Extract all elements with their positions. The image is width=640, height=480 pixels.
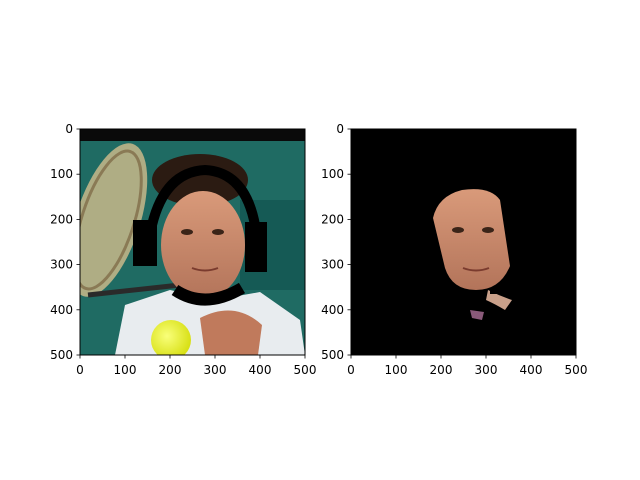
ytick-label-left-4: 400 — [50, 303, 73, 317]
xtick-label-right-4: 400 — [520, 363, 543, 377]
xtick-label-left-0: 0 — [76, 363, 84, 377]
ytick-label-left-1: 100 — [50, 167, 73, 181]
xtick-label-right-1: 100 — [385, 363, 408, 377]
xtick-label-left-5: 500 — [294, 363, 317, 377]
ytick-label-left-2: 200 — [50, 212, 73, 226]
xtick-label-left-3: 300 — [204, 363, 227, 377]
axes-frame-left — [79, 128, 306, 356]
ytick-label-right-5: 500 — [321, 348, 344, 362]
ytick-label-right-1: 100 — [321, 167, 344, 181]
ytick-label-left-5: 500 — [50, 348, 73, 362]
xtick-label-right-2: 200 — [430, 363, 453, 377]
axes-frame-right — [350, 128, 577, 356]
ytick-label-left-3: 300 — [50, 258, 73, 272]
xtick-label-right-5: 500 — [565, 363, 588, 377]
xtick-label-left-2: 200 — [159, 363, 182, 377]
ytick-label-left-0: 0 — [65, 122, 73, 136]
xtick-label-left-4: 400 — [249, 363, 272, 377]
mask-image — [351, 129, 576, 355]
xtick-label-left-1: 100 — [114, 363, 137, 377]
ytick-label-right-3: 300 — [321, 258, 344, 272]
ytick-label-right-0: 0 — [336, 122, 344, 136]
ytick-label-right-2: 200 — [321, 212, 344, 226]
xtick-label-right-0: 0 — [347, 363, 355, 377]
photo-image — [80, 129, 305, 355]
ytick-label-right-4: 400 — [321, 303, 344, 317]
xtick-label-right-3: 300 — [475, 363, 498, 377]
